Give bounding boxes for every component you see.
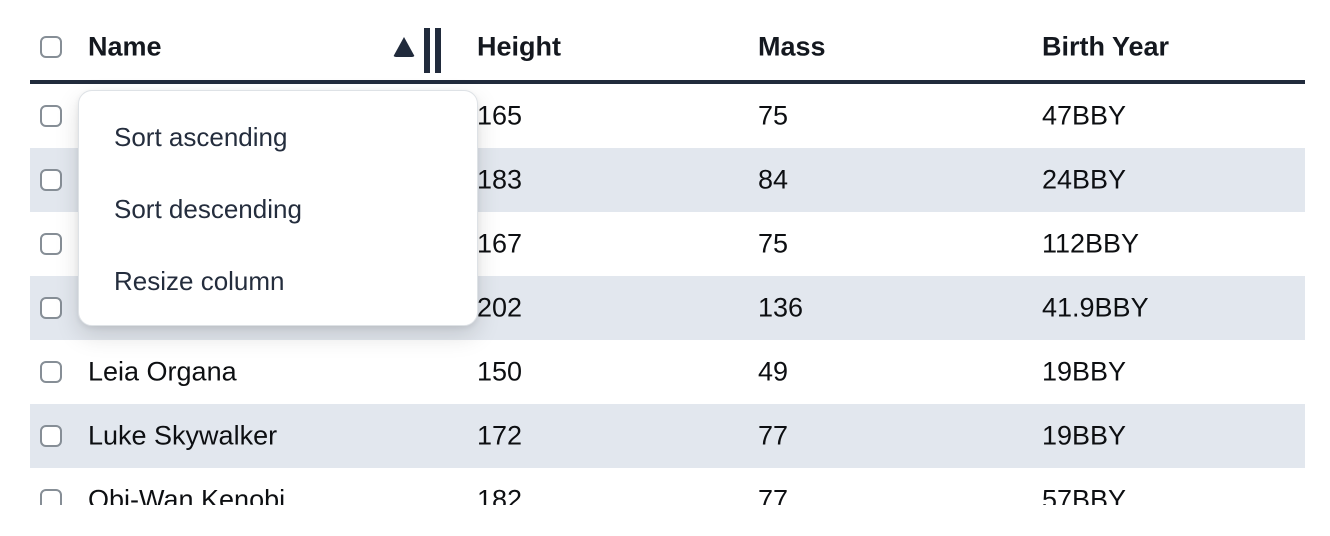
column-context-menu: Sort ascending Sort descending Resize co… bbox=[78, 90, 478, 326]
birth-year-cell: 47BBY bbox=[1042, 100, 1127, 131]
mass-cell: 75 bbox=[758, 228, 789, 259]
row-checkbox[interactable] bbox=[40, 169, 62, 191]
row-checkbox[interactable] bbox=[40, 233, 62, 255]
mass-cell: 84 bbox=[758, 164, 789, 195]
height-cell: 150 bbox=[477, 356, 523, 387]
column-resize-handle-icon[interactable] bbox=[424, 28, 441, 73]
height-cell: 172 bbox=[477, 420, 523, 451]
mass-cell: 75 bbox=[758, 100, 789, 131]
table-row: Obi-Wan Kenobi 182 77 57BBY bbox=[30, 468, 1305, 505]
height-cell: 182 bbox=[477, 484, 523, 506]
row-checkbox[interactable] bbox=[40, 425, 62, 447]
mass-cell: 49 bbox=[758, 356, 789, 387]
name-cell: Leia Organa bbox=[88, 356, 237, 387]
menu-item-resize-column[interactable]: Resize column bbox=[114, 265, 285, 296]
mass-cell: 136 bbox=[758, 292, 804, 323]
name-cell: Luke Skywalker bbox=[88, 420, 278, 451]
row-checkbox[interactable] bbox=[40, 489, 62, 505]
height-cell: 183 bbox=[477, 164, 523, 195]
table-row: Leia Organa 150 49 19BBY bbox=[30, 340, 1305, 404]
menu-item-sort-ascending[interactable]: Sort ascending bbox=[114, 121, 288, 152]
birth-year-cell: 41.9BBY bbox=[1042, 292, 1149, 323]
birth-year-cell: 19BBY bbox=[1042, 356, 1127, 387]
birth-year-cell: 57BBY bbox=[1042, 484, 1127, 506]
row-checkbox[interactable] bbox=[40, 297, 62, 319]
height-cell: 202 bbox=[477, 292, 523, 323]
column-header-height[interactable]: Height bbox=[477, 31, 561, 62]
name-cell: Obi-Wan Kenobi bbox=[88, 484, 286, 506]
table-row: Luke Skywalker 172 77 19BBY bbox=[30, 404, 1305, 468]
height-cell: 167 bbox=[477, 228, 523, 259]
column-header-mass[interactable]: Mass bbox=[758, 31, 826, 62]
birth-year-cell: 112BBY bbox=[1042, 228, 1140, 259]
mass-cell: 77 bbox=[758, 420, 789, 451]
height-cell: 165 bbox=[477, 100, 523, 131]
column-header-birth-year[interactable]: Birth Year bbox=[1042, 31, 1170, 62]
column-header-name[interactable]: Name bbox=[88, 31, 162, 62]
menu-item-sort-descending[interactable]: Sort descending bbox=[114, 193, 302, 224]
birth-year-cell: 19BBY bbox=[1042, 420, 1127, 451]
birth-year-cell: 24BBY bbox=[1042, 164, 1127, 195]
row-checkbox[interactable] bbox=[40, 105, 62, 127]
sort-ascending-icon bbox=[393, 37, 415, 57]
select-all-checkbox[interactable] bbox=[40, 36, 62, 58]
mass-cell: 77 bbox=[758, 484, 789, 506]
table-header-row: Name Height Mass Birth Year bbox=[30, 0, 1305, 84]
row-checkbox[interactable] bbox=[40, 361, 62, 383]
